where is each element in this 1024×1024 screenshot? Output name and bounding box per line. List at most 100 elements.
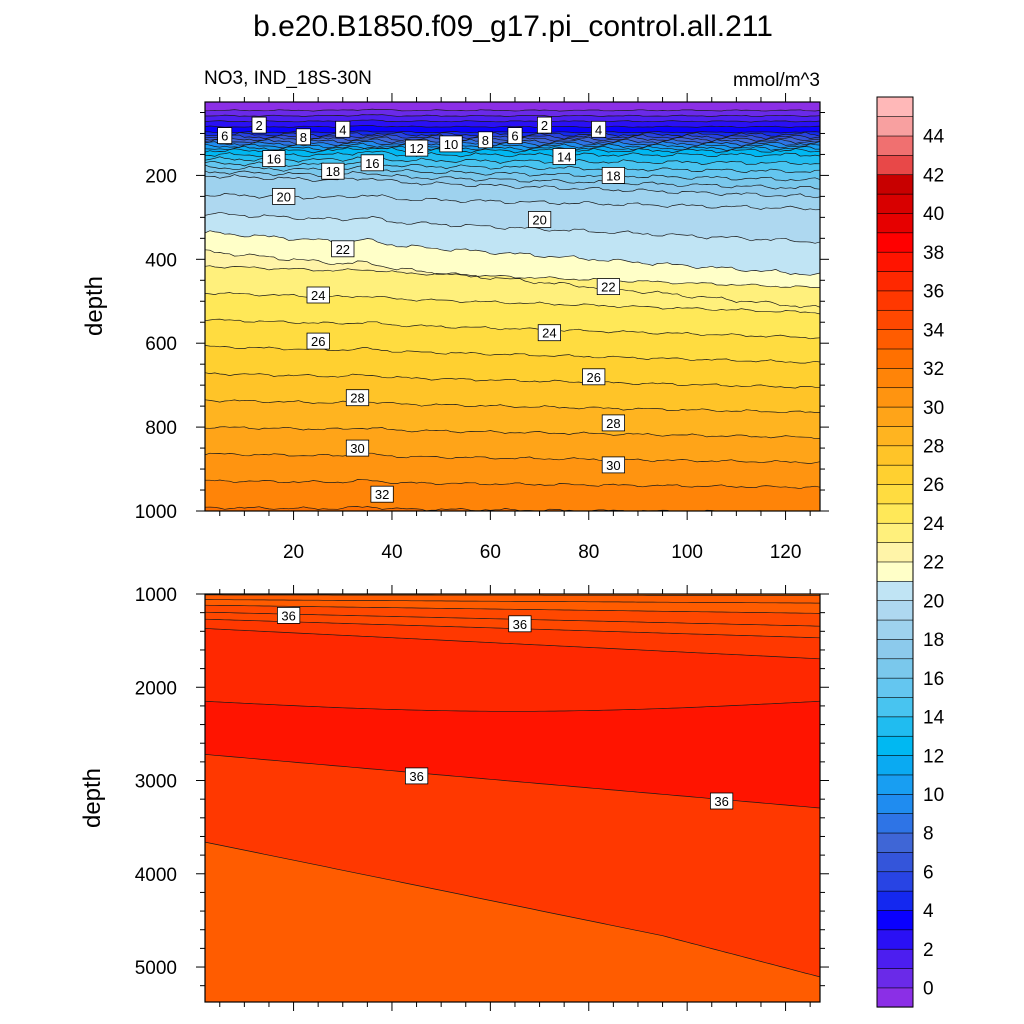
colorbar-swatch: [876, 754, 914, 776]
colorbar-tick-label: 42: [923, 165, 944, 186]
colorbar-tick-label: 22: [923, 553, 944, 574]
contour-label-value: 8: [300, 130, 307, 145]
contour-label-box: [527, 211, 552, 228]
lower-contour-line: [205, 628, 820, 660]
contour-label-box: [439, 135, 463, 153]
colorbar-swatch: [876, 909, 914, 931]
contour-label-value: 14: [557, 150, 571, 165]
contour-label-box: [537, 324, 562, 342]
contour-label-value: 6: [221, 129, 228, 144]
contour-label-box: [262, 150, 286, 168]
lower-depth-section-panel: 36 36 36 36 1000 2000 3000 4000 5000: [135, 585, 829, 1011]
colorbar-tick-label: 38: [923, 243, 944, 264]
contour-label-box: [331, 240, 355, 258]
colorbar-swatch: [876, 212, 914, 234]
contour-label: 28: [345, 389, 370, 407]
contour-label-value: 26: [311, 334, 325, 349]
contour-label: 4: [335, 120, 351, 138]
contour-label-box: [477, 131, 493, 149]
contour-label-value: 26: [586, 370, 600, 385]
lower-contour-line: [205, 604, 820, 614]
lower-contour-fills: [205, 594, 820, 1002]
colorbar-swatch: [876, 329, 914, 350]
colorbar-swatch: [876, 793, 914, 814]
contour-label-value: 36: [281, 608, 295, 623]
contour-label-box: [360, 154, 384, 172]
contour-label: 16: [360, 154, 384, 172]
upper-depth-axis-label: depth: [81, 276, 108, 336]
colorbar-swatch: [876, 987, 914, 1008]
colorbar-swatch: [876, 232, 914, 253]
colorbar-swatch: [876, 522, 914, 543]
colorbar-swatch: [876, 619, 914, 640]
colorbar-tick-label: 28: [923, 437, 944, 458]
colorbar-tick-label: 24: [923, 514, 945, 535]
colorbar-swatch: [876, 445, 914, 466]
contour-label-box: [306, 332, 330, 350]
contour-label-value: 24: [311, 288, 325, 303]
colorbar-swatch: [876, 716, 914, 737]
x-tick-label: 120: [770, 542, 802, 563]
contour-label-box: [272, 187, 296, 205]
contour-label-box: [537, 116, 552, 134]
colorbar-tick-label: 44: [923, 127, 945, 148]
contour-label: 6: [217, 127, 233, 145]
contour-label-value: 28: [606, 416, 620, 431]
colorbar-tick-label: 10: [923, 785, 944, 806]
variable-region-label: NO3, IND_18S-30N: [204, 68, 372, 89]
contour-label-value: 18: [606, 168, 620, 183]
lower-axes: 1000 2000 3000 4000 5000: [135, 585, 829, 1011]
contour-label: 12: [405, 139, 429, 157]
colorbar-swatch: [876, 154, 914, 176]
contour-label-value: 16: [267, 152, 281, 167]
contour-label-value: 12: [409, 141, 423, 156]
upper-contour-lines: [205, 108, 820, 511]
colorbar-swatch: [876, 464, 914, 485]
colorbar-swatch: [876, 193, 914, 214]
colorbar-swatch: [876, 580, 914, 602]
upper-contour-line: [205, 452, 820, 464]
contour-label-value: 30: [606, 458, 620, 473]
contour-label-value: 28: [350, 391, 364, 406]
contour-label-value: 36: [409, 769, 423, 784]
colorbar-swatch: [876, 851, 914, 873]
upper-contour-line: [205, 147, 820, 154]
contour-label-value: 8: [482, 133, 489, 148]
colorbar-swatch: [876, 677, 914, 698]
contour-label: 24: [306, 286, 330, 304]
upper-contour-line: [205, 164, 820, 182]
x-tick-label: 80: [578, 542, 599, 563]
colorbar-swatch: [876, 813, 914, 834]
contour-label: 4: [591, 120, 607, 138]
colorbar-tick-label: 30: [923, 398, 944, 419]
contour-label-box: [277, 607, 301, 624]
contour-label-box: [552, 148, 576, 165]
contour-label: 30: [601, 456, 626, 474]
colorbar-tick-label: 32: [923, 359, 944, 380]
upper-contour-line: [205, 119, 820, 123]
contour-label-value: 10: [444, 137, 458, 152]
chart-title: b.e20.B1850.f09_g17.pi_control.all.211: [253, 10, 773, 43]
upper-contour-line: [205, 399, 820, 414]
colorbar-swatch: [876, 483, 914, 505]
colorbar-tick-label: 6: [923, 862, 934, 883]
upper-band-32: [205, 506, 762, 511]
y-tick-label: 5000: [135, 958, 177, 979]
y-tick-label: 4000: [135, 865, 177, 886]
y-tick-label: 2000: [135, 678, 177, 699]
contour-label: 20: [272, 187, 296, 205]
upper-contour-line: [205, 506, 807, 511]
contour-label: 32: [370, 485, 394, 503]
colorbar-swatch: [876, 503, 914, 524]
contour-label-box: [335, 120, 351, 138]
contour-label: 36: [709, 792, 734, 810]
colorbar-tick-label: 18: [923, 630, 944, 651]
upper-contour-line: [205, 193, 820, 211]
upper-contour-line: [205, 372, 820, 389]
colorbar-swatch: [876, 871, 914, 892]
colorbar-tick-label: 26: [923, 475, 944, 496]
contour-label-box: [345, 389, 370, 407]
contour-label-box: [709, 792, 734, 810]
upper-plot-frame: [204, 101, 821, 512]
